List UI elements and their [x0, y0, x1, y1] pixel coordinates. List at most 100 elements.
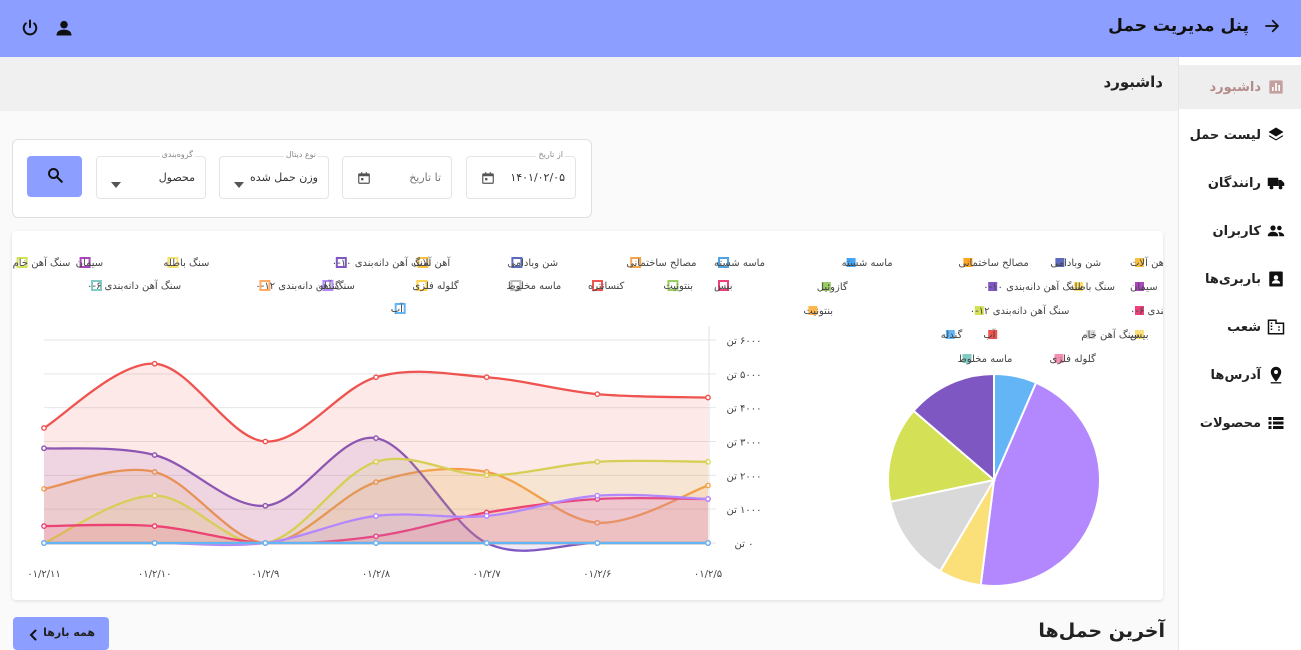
legend-label: سیمان [76, 258, 104, 269]
legend-label: سنگ آهن دانه‌بندی ۱۰-۰ [332, 256, 432, 269]
legend-swatch [1054, 354, 1064, 363]
x-tick-label: ۰۱/۲/۹ [251, 569, 279, 580]
sidebar-item-dashboard[interactable]: داشبورد [1179, 65, 1301, 109]
app-title: پنل مدیریت حمل [1108, 16, 1249, 36]
sidebar-item-drivers[interactable]: رانندگان [1179, 161, 1301, 205]
pie-slice [912, 372, 995, 483]
legend-swatch [1135, 258, 1144, 267]
contact-card-icon [1267, 270, 1285, 288]
sidebar-item-carriers[interactable]: باربری‌ها [1179, 257, 1301, 301]
legend-swatch [821, 282, 831, 291]
legend-label: سنگ آهن خام [13, 256, 71, 269]
legend-label: شن وبادامی [507, 258, 558, 269]
legend-label: سنگ باطله [163, 257, 209, 269]
legend-swatch [945, 330, 955, 339]
data-point [151, 360, 158, 367]
caret-down-icon [111, 173, 121, 192]
legend-label: سنگ آهن دانه‌بندی ۱۲-۰ [255, 279, 355, 292]
list-icon [1267, 414, 1285, 432]
data-point [41, 485, 47, 492]
data-point [483, 513, 490, 519]
grouping-value: محصول [158, 171, 195, 184]
legend-swatch [91, 280, 102, 291]
legend-swatch [846, 258, 856, 267]
legend-label: کنسانتره [588, 281, 625, 292]
legend-swatch [1135, 282, 1144, 291]
x-tick-label: ۰۱/۲/۷ [473, 569, 502, 580]
data-point [262, 540, 269, 546]
sidebar-item-products[interactable]: محصولات [1179, 401, 1301, 445]
detail-type-label: نوع دیتال [283, 150, 318, 159]
legend-swatch [1074, 282, 1083, 291]
legend-label: مصالح ساختمانی [958, 258, 1028, 269]
y-tick-label: ۵۰۰۰ تن [726, 370, 761, 381]
legend-swatch [335, 257, 347, 268]
layers-icon [1267, 126, 1285, 144]
from-date-value: ۱۴۰۱/۰۲/۰۵ [510, 171, 565, 184]
location-pin-icon [1267, 366, 1285, 384]
y-tick-label: ۱۰۰۰ تن [726, 505, 761, 516]
building-icon [1267, 318, 1285, 336]
data-point [151, 540, 158, 546]
legend-label: مصالح ساختمانی [626, 258, 696, 269]
series-area [44, 494, 708, 546]
series-area [44, 468, 708, 544]
data-point [41, 445, 47, 452]
sidebar-item-shipments[interactable]: لیست حمل [1179, 113, 1301, 157]
legend-label: سنگ آهن دانه‌بندی ۱۰-۰ [983, 280, 1083, 293]
legend-label: سنگ آهن دانه‌بندی ۶-۰ [87, 279, 181, 292]
y-tick-label: ۲۰۰۰ تن [726, 471, 761, 482]
account-icon[interactable] [54, 18, 74, 42]
search-button[interactable] [27, 156, 82, 197]
search-icon [46, 166, 64, 188]
grouping-label: گروه‌بندی [159, 150, 195, 159]
detail-type-select[interactable]: نوع دیتال وزن حمل شده [219, 150, 329, 199]
sidebar-item-label: کاربران [1212, 223, 1261, 239]
all-shipments-label: همه بارها [43, 626, 95, 639]
x-tick-label: ۰۱/۲/۸ [362, 569, 391, 580]
data-point [705, 394, 711, 401]
data-point [151, 523, 158, 529]
data-point [373, 540, 379, 546]
data-point [373, 533, 379, 540]
chevron-left-icon [29, 626, 37, 645]
legend-label: سنگ آهن دانه‌بندی ۶-۰ [1130, 304, 1163, 317]
x-tick-label: ۰۱/۲/۱۱ [27, 569, 61, 580]
data-point [373, 458, 379, 465]
legend-label: سیمان [1130, 282, 1158, 293]
sidebar-item-branches[interactable]: شعب [1179, 305, 1301, 349]
x-tick-label: ۰۱/۲/۶ [583, 569, 611, 580]
power-icon[interactable] [20, 18, 40, 42]
series-area [44, 363, 708, 543]
sidebar-item-label: رانندگان [1207, 175, 1261, 191]
pie-slice [889, 478, 997, 573]
y-tick-label: ۶۰۰۰ تن [726, 336, 761, 347]
legend-swatch [988, 330, 998, 339]
back-arrow-icon[interactable] [1263, 17, 1281, 39]
data-point [483, 472, 490, 479]
legend-label: ماسه مخلوط [958, 354, 1013, 365]
calendar-icon[interactable] [481, 170, 495, 189]
truck-icon [1267, 174, 1285, 192]
grouping-select[interactable]: گروه‌بندی محصول [96, 150, 206, 199]
page-title: داشبورد [1103, 73, 1163, 91]
legend-label: آهن آلات [1130, 256, 1163, 269]
to-date-field[interactable]: تا تاریخ [342, 156, 452, 199]
pie-slice [979, 381, 1101, 587]
legend-label: گازوئیل [817, 281, 848, 293]
legend-swatch [667, 280, 679, 291]
all-shipments-button[interactable]: همه بارها [13, 617, 109, 650]
legend-swatch [394, 303, 406, 314]
data-point [594, 519, 601, 526]
data-point [594, 540, 601, 546]
legend-label: سنگ آهن خام [1081, 328, 1139, 341]
legend-label: بنتونیت [663, 281, 693, 292]
x-tick-label: ۰۱/۲/۱۰ [138, 569, 172, 580]
calendar-icon[interactable] [357, 170, 371, 189]
sidebar-item-users[interactable]: کاربران [1179, 209, 1301, 253]
legend-label: ماسه مخلوط [506, 281, 561, 292]
data-point [41, 523, 47, 529]
data-point [151, 492, 158, 499]
sidebar-item-addresses[interactable]: آدرس‌ها [1179, 353, 1301, 397]
from-date-field[interactable]: از تاریخ ۱۴۰۱/۰۲/۰۵ [466, 150, 576, 199]
